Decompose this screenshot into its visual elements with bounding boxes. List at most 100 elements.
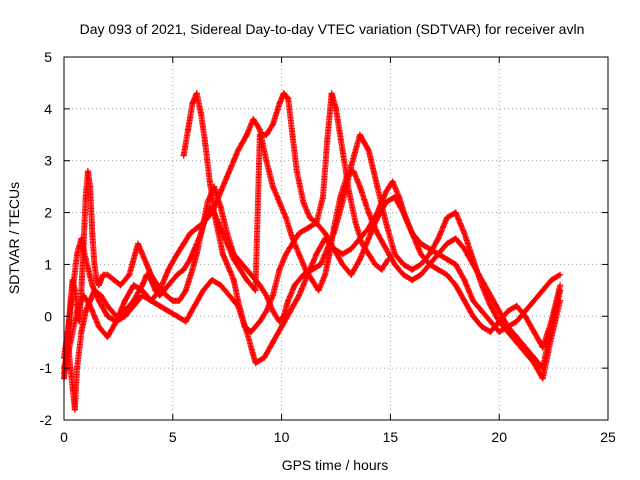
data-point xyxy=(287,308,294,315)
data-point xyxy=(87,302,94,309)
data-point xyxy=(67,339,74,346)
data-point xyxy=(148,297,155,304)
data-point xyxy=(324,136,331,143)
data-point xyxy=(95,323,102,330)
data-point xyxy=(174,313,181,320)
data-point xyxy=(339,261,346,268)
data-point xyxy=(487,302,494,309)
data-point xyxy=(126,271,133,278)
data-point xyxy=(513,334,520,341)
data-point xyxy=(165,282,172,289)
data-point xyxy=(263,131,270,138)
data-point xyxy=(317,261,324,268)
data-point xyxy=(224,240,231,247)
data-point xyxy=(191,245,198,252)
data-point xyxy=(319,194,326,201)
data-point xyxy=(235,147,242,154)
data-point xyxy=(365,209,372,216)
data-point xyxy=(531,297,538,304)
data-point xyxy=(69,287,76,294)
data-point xyxy=(478,308,485,315)
data-point xyxy=(461,245,468,252)
data-point xyxy=(409,266,416,273)
data-point xyxy=(391,251,398,258)
data-point xyxy=(87,183,94,190)
data-point xyxy=(269,183,276,190)
data-point xyxy=(487,318,494,325)
data-point xyxy=(296,251,303,258)
data-point xyxy=(252,287,259,294)
data-point xyxy=(95,297,102,304)
data-point xyxy=(300,199,307,206)
data-point xyxy=(504,323,511,330)
data-point xyxy=(443,240,450,247)
data-point xyxy=(269,339,276,346)
data-point xyxy=(374,230,381,237)
axes: 0 5 10 15 20 25 -2 -1 0 1 2 3 4 5 xyxy=(40,49,616,445)
data-point xyxy=(443,214,450,221)
data-point xyxy=(143,261,150,268)
data-point xyxy=(356,131,363,138)
data-point xyxy=(226,292,233,299)
data-point xyxy=(496,308,503,315)
data-point xyxy=(289,131,296,138)
data-point xyxy=(487,328,494,335)
data-point xyxy=(252,359,259,366)
x-tick-label: 5 xyxy=(169,429,177,445)
data-point xyxy=(417,271,424,278)
data-point xyxy=(202,142,209,149)
chart-title: Day 093 of 2021, Sidereal Day-to-day VTE… xyxy=(80,21,585,37)
data-point xyxy=(165,308,172,315)
data-point xyxy=(276,318,283,325)
data-point xyxy=(539,365,546,372)
data-point xyxy=(328,90,335,97)
data-point xyxy=(557,271,564,278)
data-point xyxy=(339,251,346,258)
data-point xyxy=(372,261,379,268)
data-point xyxy=(315,287,322,294)
data-point xyxy=(269,308,276,315)
data-point xyxy=(230,256,237,263)
data-point xyxy=(374,214,381,221)
data-point xyxy=(84,168,91,175)
series-5 xyxy=(180,90,392,294)
data-point xyxy=(198,111,205,118)
data-point xyxy=(80,292,87,299)
plot-frame xyxy=(63,56,609,421)
data-point xyxy=(69,385,76,392)
data-point xyxy=(156,302,163,309)
data-point xyxy=(400,261,407,268)
data-point xyxy=(121,313,128,320)
data-point xyxy=(496,318,503,325)
data-point xyxy=(304,225,311,232)
data-point xyxy=(435,266,442,273)
data-point xyxy=(193,90,200,97)
data-point xyxy=(522,344,529,351)
data-point xyxy=(291,282,298,289)
y-tick-label: -1 xyxy=(40,360,53,376)
data-point xyxy=(130,302,137,309)
data-point xyxy=(182,318,189,325)
data-point xyxy=(224,261,231,268)
data-point xyxy=(365,147,372,154)
data-point xyxy=(289,235,296,242)
data-point xyxy=(313,219,320,226)
data-point xyxy=(557,282,564,289)
data-point xyxy=(78,328,85,335)
data-point xyxy=(71,406,78,413)
data-point xyxy=(350,168,357,175)
data-point xyxy=(91,261,98,268)
data-point xyxy=(139,287,146,294)
data-point xyxy=(309,276,316,283)
data-point xyxy=(461,276,468,283)
data-point xyxy=(219,251,226,258)
data-point xyxy=(78,287,85,294)
data-point xyxy=(322,271,329,278)
data-point xyxy=(383,245,390,252)
data-point xyxy=(400,271,407,278)
data-point xyxy=(443,256,450,263)
data-point xyxy=(269,121,276,128)
data-point xyxy=(189,266,196,273)
data-point xyxy=(208,276,215,283)
